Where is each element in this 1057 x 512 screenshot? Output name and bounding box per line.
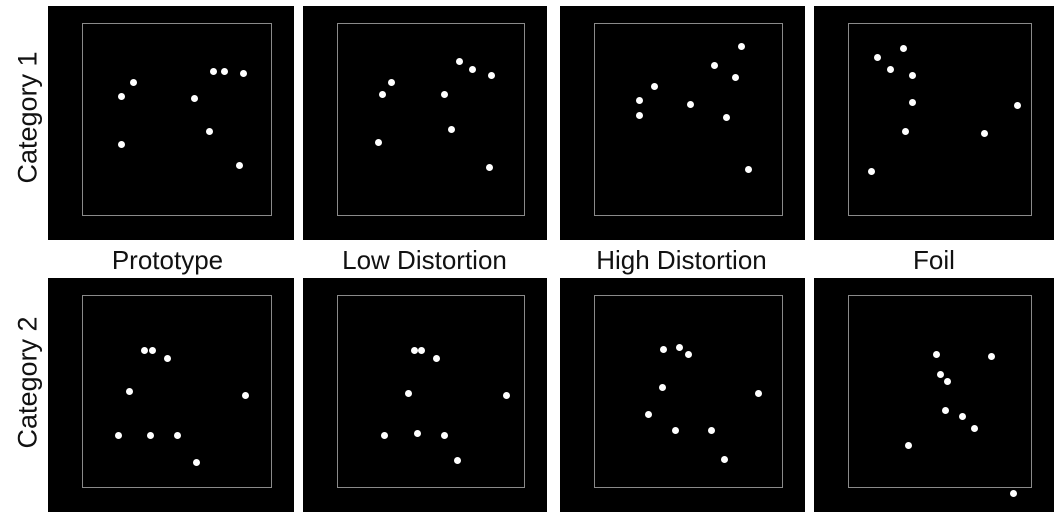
stimulus-dot — [374, 139, 382, 147]
stimulus-dot — [980, 129, 988, 137]
stimulus-dot — [380, 432, 388, 440]
stimulus-dot — [635, 96, 643, 104]
stimulus-dot — [468, 65, 476, 73]
stimulus-dot — [971, 424, 979, 432]
stimulus-frame — [848, 295, 1032, 488]
column-label-foil: Foil — [913, 245, 955, 275]
stimulus-dot — [658, 384, 666, 392]
stimulus-dot — [671, 426, 679, 434]
stimulus-dot — [455, 58, 463, 66]
stimulus-dot — [905, 442, 913, 450]
stimulus-dot — [118, 141, 126, 149]
stimulus-dot — [868, 168, 876, 176]
stimulus-dot — [126, 388, 133, 395]
stimulus-dot — [148, 347, 156, 355]
stimulus-dot — [732, 73, 740, 81]
stimulus-dot — [129, 79, 137, 87]
stimulus-dot — [192, 459, 200, 467]
stimulus-dot — [886, 65, 894, 73]
stimulus-panel-cat2-high-distortion — [560, 278, 805, 512]
stimulus-dot — [388, 79, 396, 87]
stimulus-panel-cat1-low-distortion — [303, 6, 547, 240]
stimulus-dot — [378, 90, 386, 98]
stimulus-dot — [1010, 490, 1018, 498]
stimulus-dot — [645, 411, 653, 419]
column-label-prototype: Prototype — [111, 245, 224, 275]
stimulus-dot — [958, 413, 966, 421]
stimulus-dot — [414, 430, 422, 438]
stimulus-panel-cat2-foil — [814, 278, 1054, 512]
stimulus-dot — [660, 345, 668, 353]
stimulus-frame — [594, 23, 783, 216]
stimulus-dot — [448, 125, 456, 133]
stimulus-dot — [146, 432, 154, 440]
stimulus-dot — [141, 347, 149, 355]
stimulus-dot — [1013, 102, 1021, 110]
stimulus-dot — [650, 83, 658, 91]
stimulus-dot — [686, 100, 694, 108]
stimulus-dot — [410, 347, 418, 355]
stimulus-dot — [745, 166, 753, 174]
row-label-category-1: Category 1 — [12, 51, 43, 184]
stimulus-frame — [82, 23, 272, 216]
stimulus-dot — [942, 407, 950, 415]
stimulus-dot — [164, 355, 171, 363]
stimulus-dot — [502, 391, 510, 399]
stimulus-dot — [418, 347, 426, 355]
stimulus-dot — [190, 94, 198, 102]
stimulus-dot — [241, 391, 249, 399]
stimulus-panel-cat1-prototype — [48, 6, 294, 240]
stimulus-dot — [487, 71, 495, 79]
stimulus-dot — [114, 432, 122, 440]
stimulus-dot — [209, 67, 217, 75]
stimulus-dot — [485, 164, 493, 172]
stimulus-dot — [711, 61, 719, 69]
stimulus-dot — [908, 71, 916, 79]
stimulus-frame — [594, 295, 783, 488]
stimulus-dot — [707, 426, 715, 434]
stimulus-dot — [737, 42, 745, 50]
stimulus-dot — [440, 90, 448, 98]
column-label-low-distortion: Low Distortion — [342, 245, 507, 275]
stimulus-dot — [685, 351, 692, 359]
stimulus-dot — [754, 389, 762, 397]
stimulus-dot — [173, 432, 181, 440]
stimulus-dot — [440, 432, 448, 440]
stimulus-panel-cat1-foil — [814, 6, 1054, 240]
stimulus-dot — [988, 353, 996, 361]
stimulus-panel-cat2-prototype — [48, 278, 294, 512]
stimulus-dot — [932, 351, 940, 359]
stimulus-dot — [936, 370, 944, 378]
stimulus-dot — [899, 44, 907, 52]
stimulus-dot — [221, 67, 228, 75]
stimulus-dot — [720, 455, 728, 463]
stimulus-dot — [433, 355, 441, 363]
stimulus-dot — [901, 127, 909, 135]
stimulus-dot — [205, 127, 213, 135]
stimulus-frame — [82, 295, 272, 488]
stimulus-dot — [635, 112, 643, 120]
stimulus-frame — [337, 295, 525, 488]
stimulus-dot — [240, 69, 247, 77]
stimulus-frame — [337, 23, 525, 216]
column-label-high-distortion: High Distortion — [596, 245, 767, 275]
stimulus-panel-cat2-low-distortion — [303, 278, 547, 512]
stimulus-dot — [453, 457, 461, 465]
stimulus-dot — [943, 378, 951, 386]
stimulus-dot — [236, 162, 244, 170]
stimulus-dot — [908, 98, 916, 106]
row-label-category-2: Category 2 — [12, 316, 43, 449]
stimulus-panel-cat1-high-distortion — [560, 6, 805, 240]
stimulus-dot — [118, 92, 126, 100]
stimulus-frame — [848, 23, 1032, 216]
stimulus-dot — [722, 114, 730, 122]
stimulus-dot — [675, 343, 683, 351]
stimulus-dot — [873, 54, 881, 62]
stimulus-dot — [404, 389, 412, 397]
